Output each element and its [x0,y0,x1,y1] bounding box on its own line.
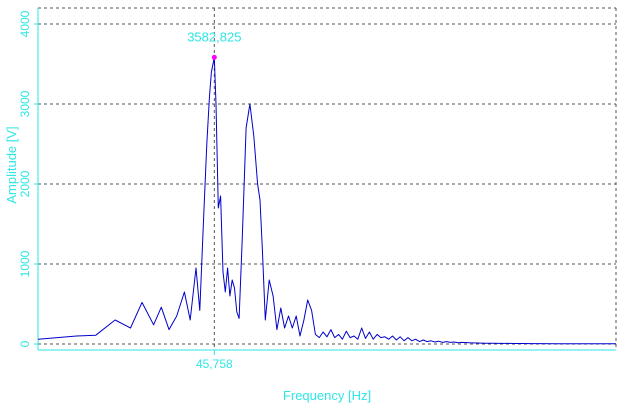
peak-marker-dot [211,54,217,60]
x-tick-labels: 45,758 [196,357,233,371]
y-axis-title: Amplitude [V] [4,126,19,203]
peak-marker: 3582,825 [187,29,241,60]
grid-lines [38,7,617,350]
x-axis-title: Frequency [Hz] [283,388,371,403]
series-layer [37,56,616,345]
axes [34,8,616,355]
y-tick-labels: 0 1000 2000 3000 4000 [18,10,32,347]
y-tick-label-0: 0 [18,340,32,347]
y-tick-label-1000: 1000 [18,250,32,277]
x-tick-label: 45,758 [196,357,233,371]
y-tick-label-3000: 3000 [18,90,32,117]
y-tick-label-4000: 4000 [18,10,32,37]
peak-value-label: 3582,825 [187,29,241,44]
series-line-0 [37,56,616,345]
y-tick-label-2000: 2000 [18,170,32,197]
plot-area [38,8,616,350]
